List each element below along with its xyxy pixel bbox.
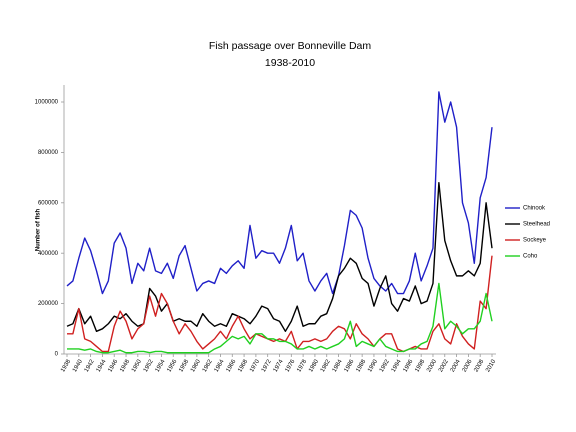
series-line [66, 181, 493, 333]
y-tick-label: 200000 [38, 301, 59, 307]
legend-label: Sockeye [523, 238, 547, 244]
x-tick-label: 1938 [60, 358, 72, 373]
x-tick-label: 1996 [403, 358, 415, 373]
x-tick-label: 1968 [237, 358, 249, 373]
x-tick-label: 1948 [119, 358, 131, 373]
x-tick-label: 1950 [131, 358, 143, 373]
x-tick-label: 1986 [344, 358, 356, 373]
x-tick-label: 1988 [355, 358, 367, 373]
x-tick-label: 1978 [296, 358, 308, 373]
x-tick-label: 1984 [332, 358, 344, 373]
x-tick-label: 1994 [391, 358, 403, 373]
x-tick-label: 1964 [214, 358, 226, 373]
y-tick-label: 800000 [38, 150, 59, 156]
x-tick-label: 2008 [473, 358, 485, 373]
x-tick-label: 1940 [72, 358, 84, 373]
x-tick-label: 1966 [226, 358, 238, 373]
x-tick-label: 1976 [285, 358, 297, 373]
y-tick-label: 1000000 [35, 100, 59, 106]
x-tick-label: 1970 [249, 358, 261, 373]
x-tick-label: 2006 [462, 358, 474, 373]
x-tick-label: 1962 [202, 358, 214, 373]
series-line [66, 91, 493, 295]
x-tick-label: 1952 [143, 358, 155, 373]
x-tick-label: 1974 [273, 358, 285, 373]
x-tick-label: 2002 [438, 358, 450, 373]
x-tick-label: 1972 [261, 358, 273, 373]
x-tick-label: 1942 [84, 358, 96, 373]
x-tick-label: 1944 [96, 358, 108, 373]
legend-label: Coho [523, 254, 538, 260]
x-tick-label: 1990 [367, 358, 379, 373]
x-tick-label: 1956 [166, 358, 178, 373]
x-tick-label: 1958 [178, 358, 190, 373]
series-line [67, 255, 493, 353]
x-tick-label: 2004 [450, 358, 462, 373]
chart-subtitle: 1938-2010 [265, 57, 315, 69]
y-tick-label: 400000 [38, 251, 59, 257]
x-tick-label: 1954 [155, 358, 167, 373]
x-tick-label: 2000 [426, 358, 438, 373]
x-tick-label: 1992 [379, 358, 391, 373]
x-tick-label: 1982 [320, 358, 332, 373]
chart-title: Fish passage over Bonneville Dam [209, 40, 372, 52]
y-axis-title: Number of fish [36, 209, 42, 252]
series-line [67, 282, 493, 354]
x-tick-label: 1946 [107, 358, 119, 373]
x-tick-label: 1960 [190, 358, 202, 373]
x-tick-label: 1980 [308, 358, 320, 373]
legend-label: Chinook [523, 206, 546, 212]
x-tick-label: 2010 [485, 358, 497, 373]
y-tick-label: 600000 [38, 200, 59, 206]
x-tick-label: 1998 [414, 358, 426, 373]
legend-label: Steelhead [523, 222, 550, 228]
y-tick-label: 0 [55, 352, 59, 358]
